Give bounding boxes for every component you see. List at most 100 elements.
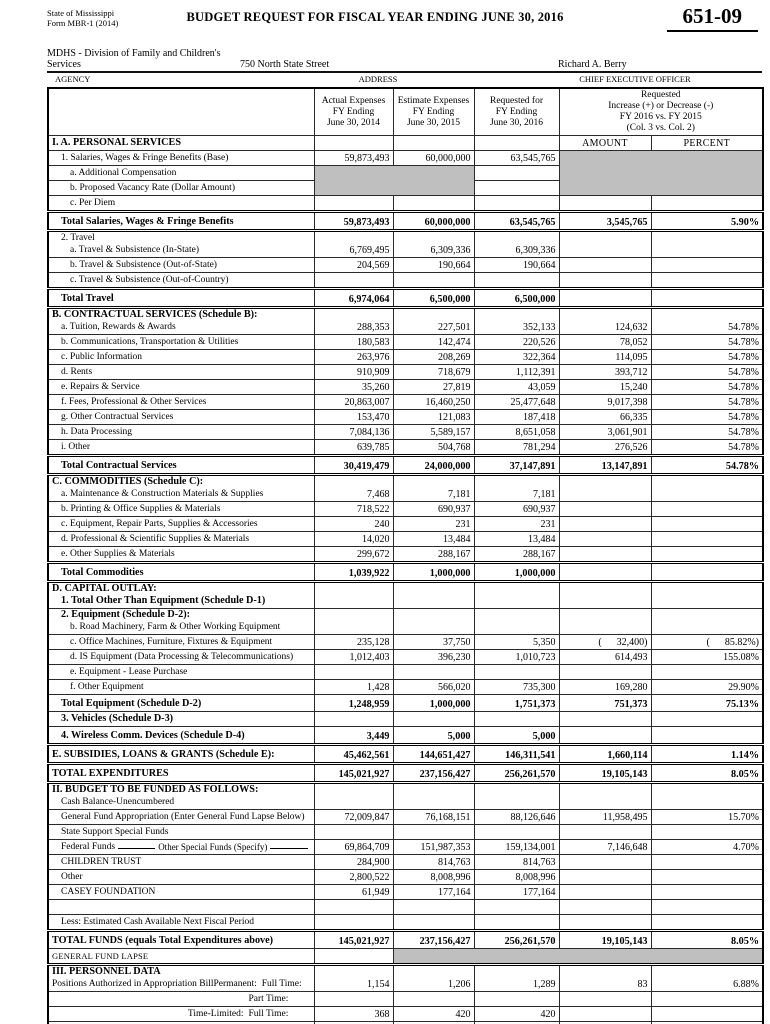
row-equipment-repair-parts-col1: 240 [313, 516, 394, 532]
row-communications: b. Communications, Transportation & Util… [47, 334, 764, 350]
row-equipment-repair-parts-col2: 231 [392, 516, 475, 532]
row-salaries-base-label: 1. Salaries, Wages & Fringe Benefits (Ba… [47, 150, 315, 166]
personnel-time-label: Part Time: [248, 994, 289, 1004]
row-other-equipment-col2: 566,020 [392, 679, 475, 695]
row-total-funds-col5: 8.05% [650, 929, 764, 949]
row-travel-out-of-country: c. Travel & Subsistence (Out-of-Country) [47, 272, 764, 289]
row-other-supplies-col1: 299,672 [313, 546, 394, 563]
row-tuition-rewards-col2: 227,501 [392, 306, 475, 335]
row-label-text: I. A. PERSONAL SERVICES [52, 137, 182, 148]
row-federal-funds: Federal Funds Other Special Funds (Specif… [47, 839, 764, 855]
row-general-fund-appropriation-col5: 15.70% [650, 809, 764, 825]
row-data-processing-col3: 8,651,058 [473, 424, 560, 440]
row-label-text: c. Travel & Subsistence (Out-of-Country) [70, 275, 229, 285]
row-positions-permanent-full-col5: 6.88% [650, 963, 764, 992]
row-state-support-col1 [313, 824, 394, 840]
row-communications-col1: 180,583 [313, 334, 394, 350]
row-proposed-vacancy-rate-label: b. Proposed Vacancy Rate (Dollar Amount) [47, 180, 315, 196]
row-total-equipment-col1: 1,248,959 [313, 694, 394, 712]
row-section-ia-col4: AMOUNT [558, 135, 652, 151]
row-professional-scientific: d. Professional & Scientific Supplies & … [47, 531, 764, 547]
row-total-equipment-col2: 1,000,000 [392, 694, 475, 712]
row-subsidies-loans-grants-col5: 1.14% [650, 743, 764, 764]
row-blank-label [47, 899, 315, 915]
row-other-contractual-col1: 153,470 [313, 409, 394, 425]
row-label-text: b. Printing & Office Supplies & Material… [61, 504, 221, 514]
row-section-ia: I. A. PERSONAL SERVICES AMOUNT PERCENT [47, 135, 764, 151]
row-blank [47, 899, 764, 915]
row-total-expenditures-col5: 8.05% [650, 762, 764, 783]
row-label-text: 2. Equipment (Schedule D-2): [61, 609, 191, 621]
row-other-supplies-col3: 288,167 [473, 546, 560, 563]
row-total-expenditures-label: TOTAL EXPENDITURES [47, 762, 315, 783]
row-label-text: a. Tuition, Rewards & Awards [61, 322, 176, 332]
row-repairs-service-col5: 54.78% [650, 379, 764, 395]
row-label-text: II. BUDGET TO BE FUNDED AS FOLLOWS: [52, 784, 259, 796]
row-other-funds-col5 [650, 869, 764, 885]
row-blank-col2 [392, 899, 475, 915]
row-positions-permanent-full-col3: 1,289 [473, 963, 560, 992]
row-state-support-label: State Support Special Funds [47, 824, 315, 840]
row-casey-foundation: CASEY FOUNDATION 61,949 177,164 177,164 [47, 884, 764, 900]
row-travel-out-of-state-col5 [650, 257, 764, 273]
row-wireless-devices-col5 [650, 726, 764, 745]
row-total-contractual-col2: 24,000,000 [392, 454, 475, 475]
row-section-ia-col5: PERCENT [650, 135, 764, 151]
row-casey-foundation-col5 [650, 884, 764, 900]
form-state-label: State of Mississippi [47, 8, 115, 18]
row-less-estimated-cash-col3 [473, 914, 560, 931]
row-federal-funds-label: Federal Funds Other Special Funds (Specif… [47, 839, 315, 855]
row-positions-permanent-part-col4 [558, 991, 652, 1007]
row-positions-limited-full-col2: 420 [392, 1006, 475, 1022]
row-less-estimated-cash-col4 [558, 914, 652, 931]
row-general-fund-appropriation-label: General Fund Appropriation (Enter Genera… [47, 809, 315, 825]
row-other-supplies: e. Other Supplies & Materials 299,672 288,… [47, 546, 764, 563]
row-communications-col2: 142,474 [392, 334, 475, 350]
row-total-expenditures: TOTAL EXPENDITURES 145,021,927 237,156,427… [47, 762, 764, 783]
col-estimate-header: Estimate Expenses FY Ending June 30, 201… [392, 87, 475, 136]
row-label-text: III. PERSONNEL DATA [52, 966, 161, 978]
personnel-group-label: Time-Limited: [187, 1009, 244, 1019]
row-travel-in-state-col2: 6,309,336 [392, 229, 475, 258]
row-total-expenditures-col4: 19,105,143 [558, 762, 652, 783]
row-other-contractual-col4: 66,335 [558, 409, 652, 425]
row-other-contractual-label: g. Other Contractual Services [47, 409, 315, 425]
row-salaries-base-col4 [558, 150, 764, 196]
row-subsidies-loans-grants: E. SUBSIDIES, LOANS & GRANTS (Schedule E… [47, 743, 764, 764]
row-travel-in-state-col4 [558, 229, 652, 258]
row-other-funds-col3: 8,008,996 [473, 869, 560, 885]
row-total-contractual-col4: 13,147,891 [558, 454, 652, 475]
row-per-diem-col2 [392, 195, 475, 212]
row-casey-foundation-col3: 177,164 [473, 884, 560, 900]
row-other-funds-col2: 8,008,996 [392, 869, 475, 885]
row-label-text: b. Travel & Subsistence (Out-of-State) [70, 260, 217, 270]
row-label-text: a. Maintenance & Construction Materials … [61, 489, 264, 499]
row-contractual-other-label: i. Other [47, 439, 315, 456]
personnel-group-label: Permanent: [213, 979, 257, 989]
row-maintenance-construction-col5 [650, 473, 764, 502]
row-rents-col5: 54.78% [650, 364, 764, 380]
row-total-commodities-col3: 1,000,000 [473, 561, 560, 582]
row-capital-outlay-d1: D. CAPITAL OUTLAY: 1. Total Other Than Eq… [47, 580, 764, 609]
row-travel-out-of-country-col1 [313, 272, 394, 289]
row-additional-compensation-col3 [473, 165, 560, 181]
row-repairs-service: e. Repairs & Service 35,260 27,819 43,059 15… [47, 379, 764, 395]
row-positions-permanent-part-col3 [473, 991, 560, 1007]
row-federal-funds-col5: 4.70% [650, 839, 764, 855]
row-label-text: GENERAL FUND LAPSE [52, 951, 149, 961]
row-vehicles-col4 [558, 711, 652, 727]
row-proposed-vacancy-rate: b. Proposed Vacancy Rate (Dollar Amount) [47, 180, 763, 196]
row-is-equipment-col3: 1,010,723 [473, 649, 560, 665]
agency-label: AGENCY [55, 74, 91, 84]
row-travel-out-of-state: b. Travel & Subsistence (Out-of-State) 20… [47, 257, 764, 273]
row-total-expenditures-col2: 237,156,427 [392, 762, 475, 783]
row-positions-limited-full-col3: 420 [473, 1006, 560, 1022]
row-total-funds-label: TOTAL FUNDS (equals Total Expenditures a… [47, 929, 315, 949]
row-label-text: a. Additional Compensation [70, 168, 177, 178]
row-positions-permanent-part-col5 [650, 991, 764, 1007]
row-federal-funds-col4: 7,146,648 [558, 839, 652, 855]
row-equipment-lease-col4 [558, 664, 652, 680]
row-travel-in-state: 2. Travel a. Travel & Subsistence (In-Sta… [47, 229, 764, 258]
row-general-fund-lapse: GENERAL FUND LAPSE [47, 948, 764, 965]
row-total-commodities: Total Commodities 1,039,922 1,000,000 1,000… [47, 561, 764, 582]
